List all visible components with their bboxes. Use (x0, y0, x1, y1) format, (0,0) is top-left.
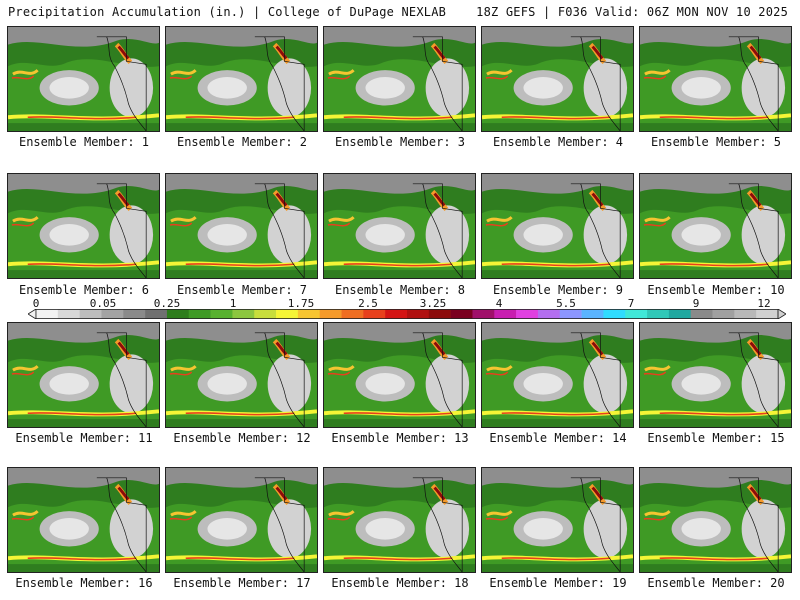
ensemble-member-label: Ensemble Member: 2 (176, 135, 308, 149)
colorbar-swatch (276, 309, 299, 319)
colorbar-swatch (472, 309, 495, 319)
ensemble-member-label: Ensemble Member: 11 (15, 431, 153, 445)
colorbar-swatch (166, 309, 190, 319)
colorbar-tick-label: 7 (627, 297, 635, 310)
ensemble-member-map (481, 173, 634, 279)
colorbar-swatch (254, 309, 277, 319)
colorbar-swatch (79, 309, 102, 319)
colorbar-swatch (145, 309, 168, 319)
colorbar-swatch (690, 309, 713, 319)
ensemble-member-label: Ensemble Member: 8 (334, 283, 466, 297)
colorbar-swatch (36, 309, 59, 319)
ensemble-member-map (323, 467, 476, 573)
colorbar-swatch (385, 309, 408, 319)
ensemble-member-label: Ensemble Member: 17 (173, 576, 311, 590)
ensemble-member-map (481, 467, 634, 573)
colorbar-swatch (516, 309, 539, 319)
ensemble-member-label: Ensemble Member: 5 (650, 135, 782, 149)
colorbar-swatch (625, 309, 648, 319)
colorbar-tick-label: 1 (229, 297, 237, 310)
ensemble-member-map (165, 322, 318, 428)
ensemble-member-label: Ensemble Member: 4 (492, 135, 624, 149)
ensemble-member-map (7, 173, 160, 279)
ensemble-member-label: Ensemble Member: 3 (334, 135, 466, 149)
colorbar-swatch (297, 309, 321, 319)
ensemble-member-map (165, 26, 318, 132)
colorbar-tick-label: 3.25 (419, 297, 447, 310)
ensemble-member-label: Ensemble Member: 13 (331, 431, 469, 445)
colorbar-swatch (319, 309, 342, 319)
ensemble-member-label: Ensemble Member: 15 (647, 431, 785, 445)
ensemble-member-label: Ensemble Member: 18 (331, 576, 469, 590)
ensemble-member-map (323, 322, 476, 428)
ensemble-member-map (7, 467, 160, 573)
ensemble-member-map (639, 173, 792, 279)
ensemble-member-map (639, 467, 792, 573)
colorbar-swatch (57, 309, 80, 319)
colorbar-right-arrow (777, 309, 786, 319)
colorbar-tick-label: 0.05 (89, 297, 117, 310)
colorbar-swatch (494, 309, 517, 319)
colorbar-swatch (428, 309, 451, 319)
colorbar-tick-label: 4 (495, 297, 503, 310)
ensemble-member-map (7, 26, 160, 132)
colorbar-tick-label: 12 (757, 297, 771, 310)
colorbar-swatch (341, 309, 364, 319)
colorbar-swatch (537, 309, 561, 319)
ensemble-member-map (165, 173, 318, 279)
ensemble-member-map (639, 322, 792, 428)
ensemble-member-label: Ensemble Member: 19 (489, 576, 627, 590)
colorbar-swatch (450, 309, 473, 319)
colorbar-swatch (734, 309, 757, 319)
ensemble-member-map (639, 26, 792, 132)
colorbar-swatch (647, 309, 670, 319)
ensemble-member-label: Ensemble Member: 10 (647, 283, 785, 297)
colorbar-swatch (123, 309, 146, 319)
ensemble-member-label: Ensemble Member: 14 (489, 431, 627, 445)
colorbar-tick-label: 5.5 (556, 297, 576, 310)
ensemble-member-label: Ensemble Member: 12 (173, 431, 311, 445)
ensemble-member-map (165, 467, 318, 573)
ensemble-member-map (481, 26, 634, 132)
colorbar-tick-label: 0.25 (153, 297, 181, 310)
ensemble-member-label: Ensemble Member: 20 (647, 576, 785, 590)
colorbar-swatch (668, 309, 692, 319)
colorbar-swatch (407, 309, 430, 319)
colorbar-swatch (603, 309, 626, 319)
colorbar-left-arrow (28, 309, 37, 319)
colorbar-swatch (559, 309, 582, 319)
ensemble-member-label: Ensemble Member: 6 (18, 283, 150, 297)
colorbar-swatch (363, 309, 386, 319)
colorbar-outline (35, 309, 779, 319)
colorbar-tick-label: 2.5 (358, 297, 378, 310)
colorbar (28, 309, 786, 319)
colorbar-tick-label: 1.75 (287, 297, 315, 310)
ensemble-member-map (323, 173, 476, 279)
colorbar-swatch (581, 309, 604, 319)
colorbar-tick-label: 0 (32, 297, 40, 310)
ensemble-member-label: Ensemble Member: 9 (492, 283, 624, 297)
ensemble-member-map (323, 26, 476, 132)
ensemble-member-map (7, 322, 160, 428)
colorbar-swatch (188, 309, 211, 319)
colorbar-swatch (712, 309, 735, 319)
colorbar-tick-label: 9 (692, 297, 700, 310)
map-title: Precipitation Accumulation (in.) | Colle… (8, 5, 447, 19)
colorbar-swatch (101, 309, 124, 319)
colorbar-swatch (756, 309, 779, 319)
ensemble-member-label: Ensemble Member: 16 (15, 576, 153, 590)
colorbar-swatch (210, 309, 233, 319)
ensemble-member-map (481, 322, 634, 428)
colorbar-swatch (232, 309, 255, 319)
ensemble-member-label: Ensemble Member: 7 (176, 283, 308, 297)
ensemble-member-label: Ensemble Member: 1 (18, 135, 150, 149)
run-info: 18Z GEFS | F036 Valid: 06Z MON NOV 10 20… (476, 5, 788, 19)
